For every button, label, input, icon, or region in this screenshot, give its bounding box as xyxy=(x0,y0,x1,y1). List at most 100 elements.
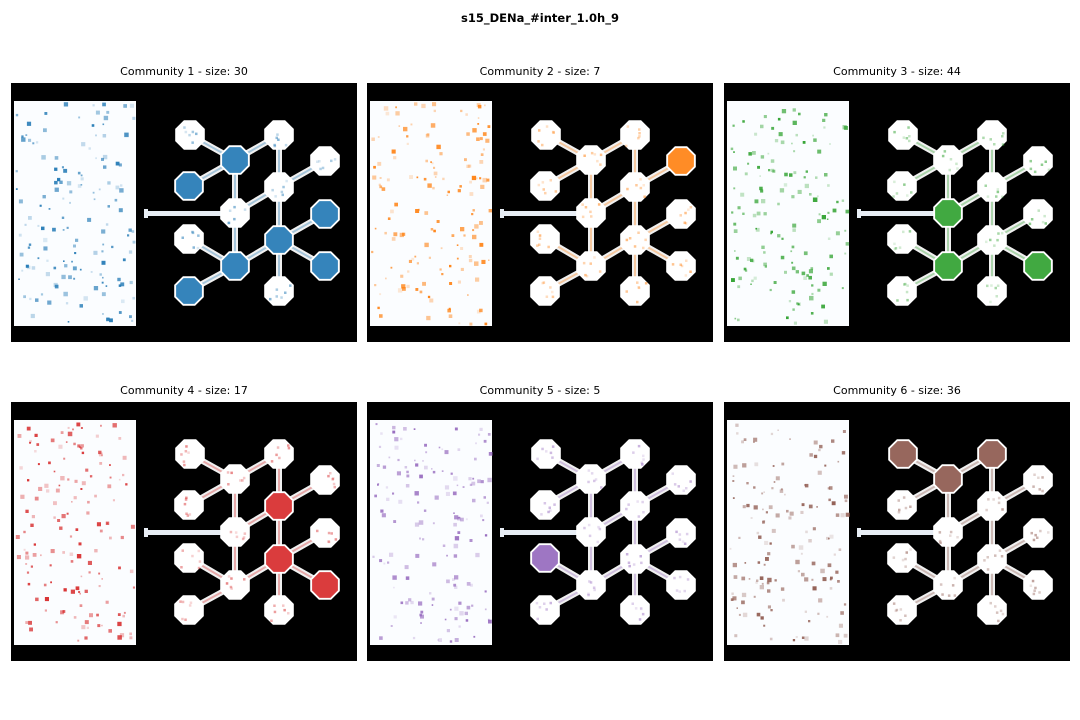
chamber-speckle xyxy=(88,571,91,574)
inlet-channel xyxy=(144,530,224,535)
chamber-speckle xyxy=(75,586,80,591)
chamber-speckle xyxy=(810,312,814,315)
chamber-speckle xyxy=(454,515,459,520)
chamber-speckle xyxy=(753,276,757,280)
chamber-speckle xyxy=(377,161,382,166)
chamber-speckle xyxy=(19,466,23,470)
chamber-speckle xyxy=(734,250,736,252)
chamber-speckle xyxy=(780,488,783,491)
chamber-speckle xyxy=(101,292,106,297)
chamber-speckle xyxy=(54,180,58,185)
node-speckle xyxy=(538,237,542,240)
chamber-speckle xyxy=(441,470,444,472)
node-speckle xyxy=(545,450,548,453)
chamber-node xyxy=(175,120,205,150)
chamber-speckle xyxy=(831,439,835,443)
chamber-speckle xyxy=(16,555,21,560)
chamber-node xyxy=(264,439,294,469)
node-speckle xyxy=(903,183,906,186)
chamber-speckle xyxy=(737,206,741,210)
chamber-speckle xyxy=(791,266,796,271)
chamber-speckle xyxy=(47,300,52,305)
chamber-speckle xyxy=(486,178,490,182)
node-speckle xyxy=(1032,538,1036,542)
chamber-speckle xyxy=(35,141,39,144)
chamber-speckle xyxy=(471,481,476,486)
node-speckle xyxy=(893,130,896,134)
chamber-speckle xyxy=(408,598,412,602)
node-speckle xyxy=(640,607,643,611)
chamber-speckle xyxy=(434,176,437,178)
node-speckle xyxy=(637,286,640,289)
chamber-speckle xyxy=(98,450,102,455)
chamber-speckle xyxy=(100,424,102,427)
node-speckle xyxy=(640,461,644,465)
chamber-speckle xyxy=(451,234,455,237)
node-speckle xyxy=(644,282,648,285)
chamber-speckle xyxy=(432,470,436,474)
chamber-speckle xyxy=(478,433,481,436)
chamber-speckle xyxy=(731,278,735,282)
chamber-speckle xyxy=(67,426,70,429)
chamber-speckle xyxy=(85,468,89,472)
chamber-speckle xyxy=(829,254,833,259)
node-speckle xyxy=(549,601,552,605)
chamber-speckle xyxy=(129,280,133,285)
chamber-speckle xyxy=(73,277,76,280)
node-speckle xyxy=(192,246,195,249)
node-speckle xyxy=(893,242,896,246)
chamber-speckle xyxy=(795,559,800,565)
chamber-node xyxy=(620,172,650,202)
inlet-cap xyxy=(857,528,861,537)
chamber-speckle xyxy=(429,592,432,595)
chamber-speckle xyxy=(393,156,397,160)
node-speckle xyxy=(197,566,201,570)
chamber-speckle xyxy=(25,264,29,268)
chamber-speckle xyxy=(817,149,822,154)
chamber-speckle xyxy=(414,255,417,258)
chamber-speckle xyxy=(107,181,111,185)
chamber-speckle xyxy=(738,613,741,616)
chamber-speckle xyxy=(401,284,406,289)
chamber-speckle xyxy=(107,317,109,320)
chamber-speckle xyxy=(92,191,95,194)
chamber-speckle xyxy=(759,175,761,177)
chamber-speckle xyxy=(788,516,792,520)
chamber-speckle xyxy=(423,509,427,512)
node-speckle xyxy=(584,273,587,277)
chamber-speckle xyxy=(27,246,31,249)
chamber-speckle xyxy=(130,524,135,529)
node-speckle xyxy=(903,283,906,286)
node-speckle xyxy=(641,612,645,616)
chamber-speckle xyxy=(826,218,829,220)
node-speckle xyxy=(685,259,688,262)
chamber-speckle xyxy=(781,237,784,240)
node-speckle xyxy=(233,205,236,209)
chamber-speckle xyxy=(70,560,74,563)
chamber-speckle xyxy=(770,168,775,173)
chamber-speckle xyxy=(438,446,441,449)
chamber-speckle xyxy=(471,604,474,607)
chamber-speckle xyxy=(732,562,737,568)
chamber-speckle xyxy=(456,244,459,246)
chamber-speckle xyxy=(438,638,442,642)
chamber-speckle xyxy=(46,489,50,493)
chamber-node-active xyxy=(935,466,961,492)
chamber-speckle xyxy=(831,501,836,506)
chamber-speckle xyxy=(761,492,764,495)
chamber-speckle xyxy=(379,314,383,318)
chamber-speckle xyxy=(779,188,785,193)
chamber-speckle xyxy=(86,626,89,629)
chamber-speckle xyxy=(117,635,122,640)
chamber-speckle xyxy=(829,272,833,276)
chamber-speckle xyxy=(844,252,847,255)
chamber-speckle xyxy=(738,536,741,539)
chamber-speckle xyxy=(79,604,83,607)
chamber-speckle xyxy=(797,570,800,573)
inlet-channel xyxy=(857,530,937,535)
chamber-speckle xyxy=(843,603,847,606)
chamber-speckle xyxy=(845,512,850,517)
figure-title: s15_DENa_#inter_1.0h_9 xyxy=(461,11,619,25)
chamber-speckle xyxy=(789,173,793,177)
chamber-speckle xyxy=(403,427,407,431)
